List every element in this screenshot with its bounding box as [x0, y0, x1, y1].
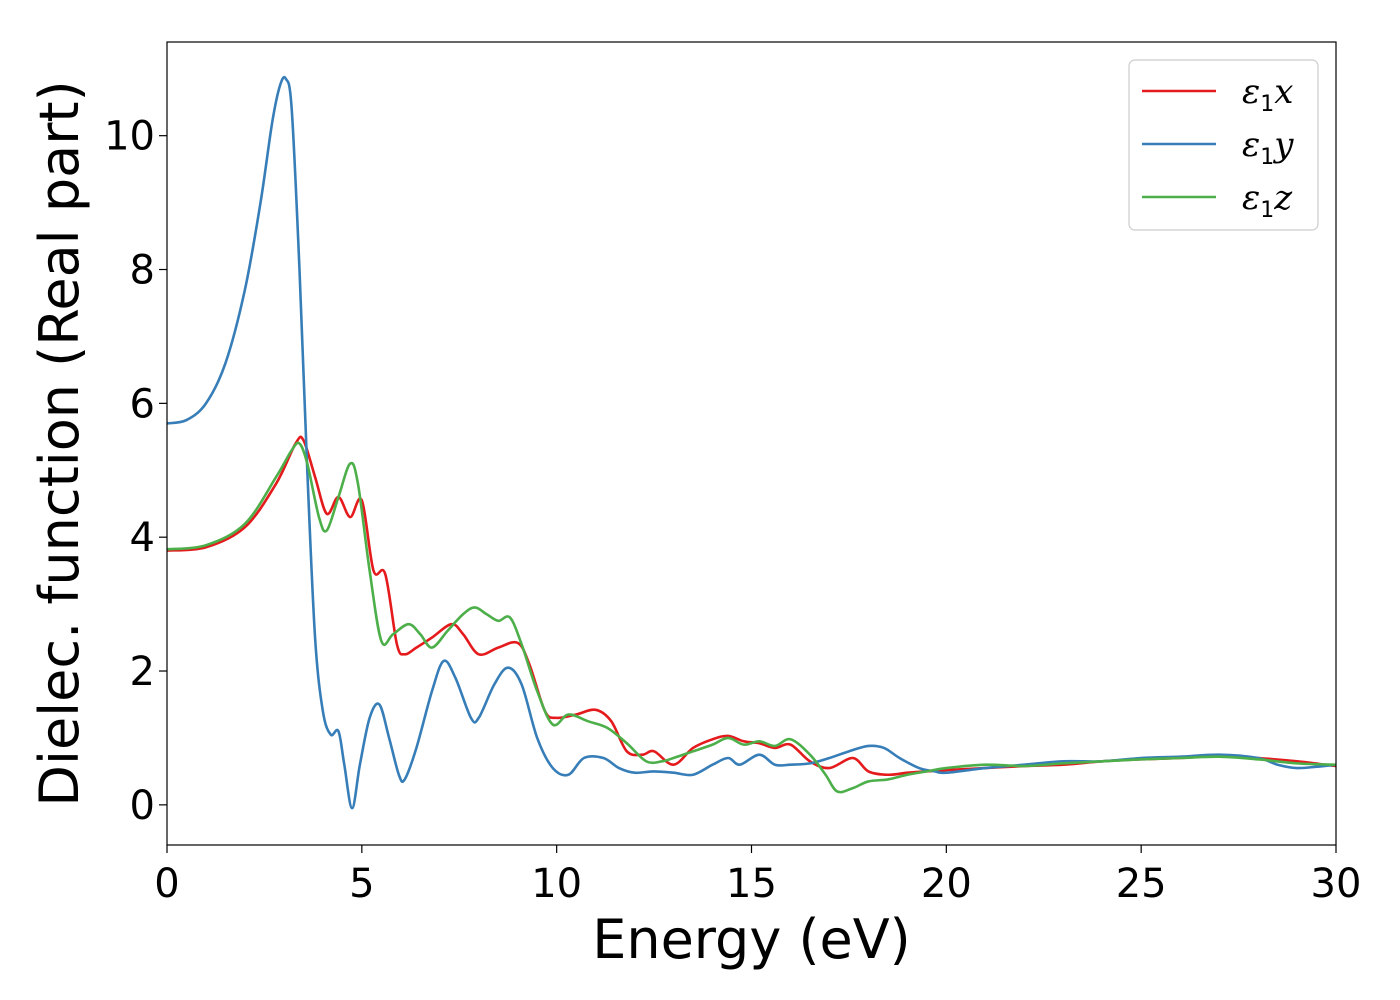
y-tick-label: 4: [130, 515, 155, 561]
x-axis: 0 5 10 15 20 25 30: [154, 845, 1361, 907]
legend-label-x: ε1x: [1242, 72, 1293, 117]
x-tick-label: 0: [154, 861, 179, 907]
series-layer: [167, 75, 1336, 810]
x-tick-label: 15: [726, 861, 777, 907]
y-tick-label: 10: [104, 114, 155, 160]
y-tick-label: 2: [130, 649, 155, 695]
y-tick-label: 8: [130, 248, 155, 294]
x-tick-label: 25: [1116, 861, 1167, 907]
x-tick-label: 20: [921, 861, 972, 907]
x-axis-label: Energy (eV): [592, 908, 911, 971]
series-line-z: [167, 441, 1336, 794]
y-axis: 0 2 4 6 8 10: [104, 114, 167, 829]
x-tick-label: 10: [531, 861, 582, 907]
legend-box: [1128, 59, 1319, 231]
y-tick-label: 0: [130, 783, 155, 829]
x-tick-label: 30: [1311, 861, 1362, 907]
y-axis-label: Dielec. function (Real part): [28, 80, 91, 806]
series-line-y: [167, 75, 1336, 810]
y-tick-label: 6: [130, 381, 155, 427]
x-tick-label: 5: [349, 861, 374, 907]
legend-label-y: ε1y: [1242, 125, 1294, 170]
legend-label-z: ε1z: [1242, 178, 1293, 223]
legend: ε1x ε1y ε1z: [1128, 59, 1319, 231]
